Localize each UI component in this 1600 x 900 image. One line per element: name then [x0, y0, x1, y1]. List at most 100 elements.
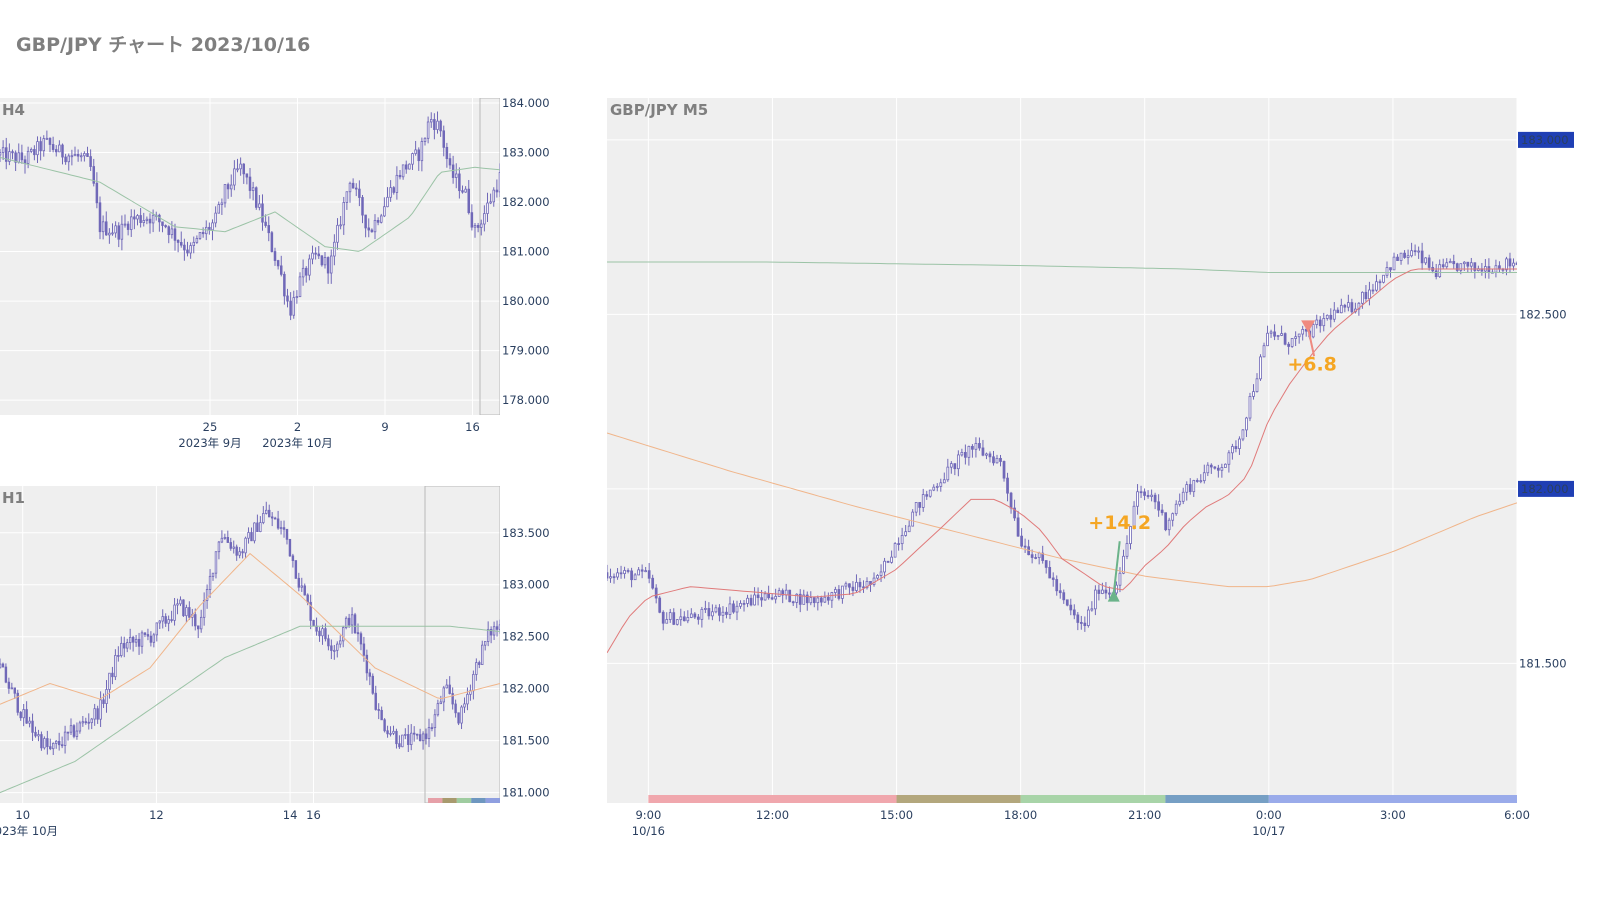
- candle-body: [1034, 557, 1038, 559]
- candle-body: [411, 153, 414, 165]
- candle-body: [199, 616, 203, 630]
- candle-body: [326, 257, 330, 274]
- candle-body: [297, 577, 301, 588]
- candle-body: [404, 164, 408, 170]
- candle-body: [1403, 252, 1406, 258]
- candle-body: [478, 662, 481, 665]
- candle-body: [1195, 480, 1199, 482]
- candle-body: [879, 571, 883, 576]
- plot-background: [0, 486, 500, 803]
- candle-body: [616, 572, 619, 578]
- candle-body: [1129, 526, 1132, 545]
- candle-body: [96, 708, 99, 720]
- candle-body: [921, 494, 925, 508]
- candle-body: [721, 611, 725, 616]
- candle-body: [75, 730, 79, 737]
- candle-body: [791, 601, 795, 604]
- candle-body: [78, 722, 82, 732]
- candle-body: [928, 489, 932, 497]
- y-tick-label: 182.000: [1521, 482, 1569, 496]
- candle-body: [321, 628, 324, 637]
- candle-body: [61, 144, 64, 158]
- candle-body: [235, 546, 238, 556]
- candle-body: [105, 689, 108, 704]
- candle-body: [155, 622, 159, 636]
- candle-body: [86, 153, 89, 157]
- candle-body: [306, 594, 309, 603]
- candle-body: [359, 633, 363, 645]
- candle-body: [29, 149, 33, 152]
- candle-body: [1248, 395, 1252, 419]
- candle-body: [668, 612, 672, 620]
- candle-body: [46, 738, 49, 748]
- candle-body: [1469, 262, 1473, 267]
- candle-body: [324, 628, 327, 640]
- candle-body: [36, 141, 39, 156]
- candle-body: [136, 215, 139, 220]
- candle-body: [17, 152, 21, 163]
- candle-body: [637, 569, 640, 576]
- candle-body: [746, 597, 749, 604]
- candle-body: [92, 166, 96, 184]
- candle-body: [367, 227, 371, 231]
- session-bar-segment: [471, 798, 486, 803]
- candle-body: [774, 596, 778, 600]
- candle-body: [1371, 289, 1375, 292]
- candle-body: [483, 213, 486, 225]
- candle-body: [417, 149, 421, 162]
- candle-body: [498, 172, 500, 193]
- candle-body: [489, 629, 493, 636]
- candle-body: [211, 222, 214, 231]
- candle-body: [1146, 495, 1150, 497]
- candle-body: [292, 297, 296, 316]
- candle-body: [725, 611, 728, 615]
- candle-body: [728, 603, 732, 615]
- candle-body: [164, 225, 167, 228]
- candle-body: [461, 190, 464, 193]
- candle-body: [433, 119, 436, 130]
- candle-body: [220, 537, 224, 543]
- candle-body: [201, 232, 205, 235]
- candle-body: [900, 535, 904, 545]
- candle-body: [265, 509, 268, 514]
- candle-body: [170, 619, 173, 621]
- candle-body: [756, 594, 760, 599]
- candle-body: [1357, 302, 1361, 310]
- candle-body: [347, 617, 351, 626]
- candle-body: [1090, 608, 1094, 611]
- candle-body: [1322, 318, 1326, 327]
- candle-body: [76, 154, 80, 157]
- candle-body: [99, 699, 102, 720]
- candle-body: [826, 596, 830, 601]
- candle-body: [89, 156, 92, 167]
- candle-body: [679, 616, 683, 621]
- candle-body: [383, 719, 386, 732]
- candle-body: [479, 223, 483, 228]
- x-tick-sublabel: 10/17: [1252, 824, 1285, 838]
- candle-body: [466, 693, 469, 705]
- candle-body: [1199, 480, 1203, 483]
- candle-body: [267, 225, 271, 234]
- candle-body: [696, 616, 700, 620]
- y-tick-label: 182.500: [1519, 307, 1567, 321]
- candle-body: [173, 228, 177, 241]
- candle-body: [204, 226, 208, 235]
- candle-body: [876, 575, 879, 579]
- x-tick-label: 18:00: [1004, 808, 1037, 822]
- candle-body: [401, 164, 405, 178]
- candle-body: [308, 258, 311, 276]
- candle-body: [1136, 491, 1139, 507]
- candle-body: [69, 725, 73, 733]
- y-tick-label: 182.000: [502, 195, 550, 209]
- candle-body: [7, 681, 11, 689]
- candle-body: [101, 221, 105, 233]
- candle-body: [72, 725, 76, 737]
- candle-body: [1448, 261, 1452, 264]
- candle-body: [283, 273, 286, 297]
- candle-body: [704, 608, 707, 610]
- candle-body: [1438, 264, 1442, 278]
- candle-body: [192, 241, 196, 246]
- candle-body: [777, 590, 781, 597]
- candle-body: [356, 632, 360, 635]
